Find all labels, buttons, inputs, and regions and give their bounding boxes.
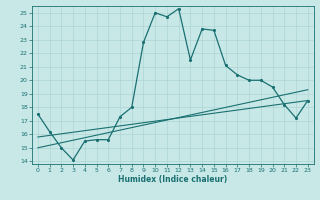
X-axis label: Humidex (Indice chaleur): Humidex (Indice chaleur) — [118, 175, 228, 184]
